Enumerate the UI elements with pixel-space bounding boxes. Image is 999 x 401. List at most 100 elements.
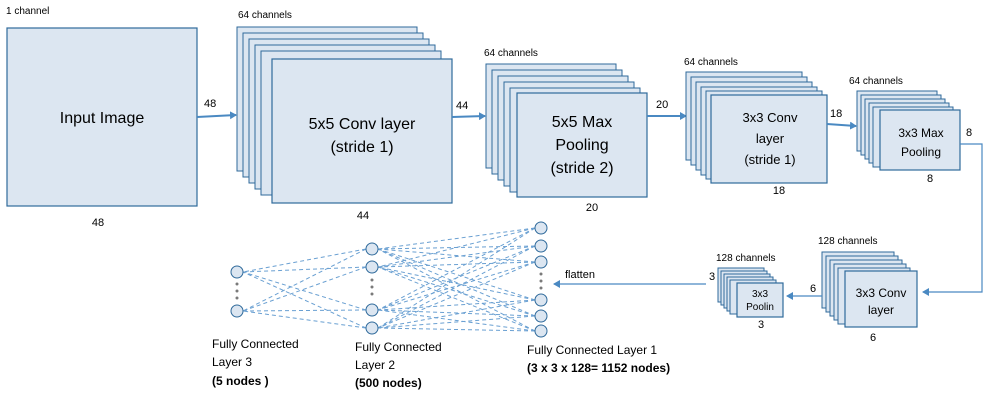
fc-connection-line (377, 266, 536, 301)
pool2-channels-label: 64 channels (849, 76, 903, 87)
pool3-front-box (736, 282, 784, 318)
input-height-label: 48 (204, 98, 216, 110)
fc2-label-line1: Fully Connected (355, 340, 442, 354)
fc2-label-line3: (500 nodes) (355, 376, 422, 390)
conv1-front-box (271, 58, 453, 204)
fc1-node (534, 309, 548, 323)
fc-connection-line (242, 266, 367, 273)
pool2-label-line1: 3x3 Max (898, 126, 943, 140)
fc1-ellipsis-dot (539, 272, 543, 276)
conv3-front-box (844, 270, 918, 328)
fc1-label-line2: (3 x 3 x 128= 1152 nodes) (527, 361, 670, 375)
fc1-node (534, 255, 548, 269)
fc3-label-line2: Layer 3 (212, 355, 252, 369)
fc3-node (230, 265, 244, 279)
fc-connection-line (377, 299, 536, 329)
pool3-label-line1: 3x3 (752, 289, 769, 300)
input-width-label: 48 (92, 217, 104, 229)
pool2-block: 64 channels 3x3 Max Pooling 8 8 (849, 76, 972, 185)
conv2-label-line2: layer (756, 131, 785, 146)
conv3-label-line1: 3x3 Conv (856, 286, 907, 300)
input-image-box (6, 27, 198, 207)
fc-connection-line (377, 261, 536, 311)
pool2-label-line2: Pooling (901, 145, 941, 159)
fc3-layer: Fully Connected Layer 3 (5 nodes ) (212, 265, 299, 388)
input-channels-label: 1 channel (6, 6, 49, 17)
fc-connection-line (377, 248, 536, 317)
fc-connection-line (242, 248, 367, 273)
fc2-node (365, 242, 379, 256)
fc-connection-line (242, 248, 367, 312)
conv1-channels-label: 64 channels (238, 10, 292, 21)
conv1-label-line1: 5x5 Conv layer (309, 116, 416, 133)
fc-connection-line (377, 261, 536, 329)
pool1-front-box (516, 92, 648, 198)
conv3-height-label: 6 (810, 283, 816, 295)
fc-connection-line (242, 310, 367, 329)
fc-connection-line (377, 309, 536, 332)
fc-connection-line (377, 266, 536, 332)
pool2-front-box (879, 109, 961, 171)
fc1-node (534, 221, 548, 235)
fc3-label-line3: (5 nodes ) (212, 374, 269, 388)
fc-connection-line (242, 271, 367, 311)
pool2-width-label: 8 (927, 173, 933, 185)
fc2-label-line2: Layer 2 (355, 358, 395, 372)
conv2-label-line3: (stride 1) (744, 152, 795, 167)
fc2-node (365, 260, 379, 274)
pool2-height-label: 8 (966, 127, 972, 139)
fc3-node (230, 304, 244, 318)
fc-connection-line (377, 327, 536, 332)
pool3-block: 128 channels 3x3 Poolin 3 3 (709, 253, 784, 331)
conv2-channels-label: 64 channels (684, 57, 738, 68)
fc2-layer: Fully Connected Layer 2 (500 nodes) (355, 242, 442, 390)
fc2-ellipsis-dot (370, 285, 374, 289)
fc-connection-line (377, 299, 536, 311)
conv3-block: 128 channels 3x3 Conv layer 6 6 (810, 236, 918, 344)
arrow-conv1-to-pool1 (451, 112, 486, 121)
fc1-layer: Fully Connected Layer 1 (3 x 3 x 128= 11… (527, 221, 670, 375)
pool1-label-line2: Pooling (555, 137, 608, 154)
input-image-label: Input Image (60, 110, 145, 127)
fc-connection-line (377, 227, 536, 311)
pool1-block: 64 channels 5x5 Max Pooling (stride 2) 2… (484, 48, 668, 214)
fc-connection-line (377, 261, 536, 268)
fc-connection-line (377, 227, 536, 250)
fc1-node (534, 239, 548, 253)
fc-connection-line (377, 245, 536, 311)
fc3-ellipsis-dot (235, 282, 239, 286)
fc3-ellipsis-dot (235, 296, 239, 300)
pool3-channels-label: 128 channels (716, 253, 776, 264)
pool3-height-label: 3 (709, 271, 715, 283)
pool1-width-label: 20 (586, 202, 598, 214)
conv1-label-line2: (stride 1) (330, 139, 393, 156)
fc1-label-line1: Fully Connected Layer 1 (527, 343, 657, 357)
conv3-label-line2: layer (868, 303, 894, 317)
fc-connection-line (377, 245, 536, 329)
fc2-ellipsis-dot (370, 292, 374, 296)
arrow-conv2-to-pool2 (826, 121, 857, 130)
pool1-channels-label: 64 channels (484, 48, 538, 59)
fc2-node (365, 321, 379, 335)
conv3-channels-label: 128 channels (818, 236, 878, 247)
fc3-ellipsis-dot (235, 289, 239, 293)
fc-connection-line (242, 266, 367, 312)
arrow-input-to-conv1 (196, 111, 237, 120)
conv3-width-label: 6 (870, 332, 876, 344)
conv2-front-box (710, 94, 828, 184)
fc1-node (534, 324, 548, 338)
fc1-ellipsis-dot (539, 286, 543, 290)
input-image-block: 1 channel Input Image 48 48 (6, 6, 216, 229)
conv2-label-line1: 3x3 Conv (743, 110, 798, 125)
arrow-pool2-to-conv3 (922, 143, 983, 296)
conv1-width-label: 44 (357, 210, 369, 222)
fc2-ellipsis-dot (370, 278, 374, 282)
pool1-height-label: 20 (656, 99, 668, 111)
pool3-width-label: 3 (758, 319, 764, 331)
fc-connection-line (377, 248, 536, 263)
conv1-height-label: 44 (456, 100, 468, 112)
pool3-label-line2: Poolin (746, 302, 774, 313)
fc1-ellipsis-dot (539, 279, 543, 283)
flatten-label: flatten (565, 269, 595, 281)
